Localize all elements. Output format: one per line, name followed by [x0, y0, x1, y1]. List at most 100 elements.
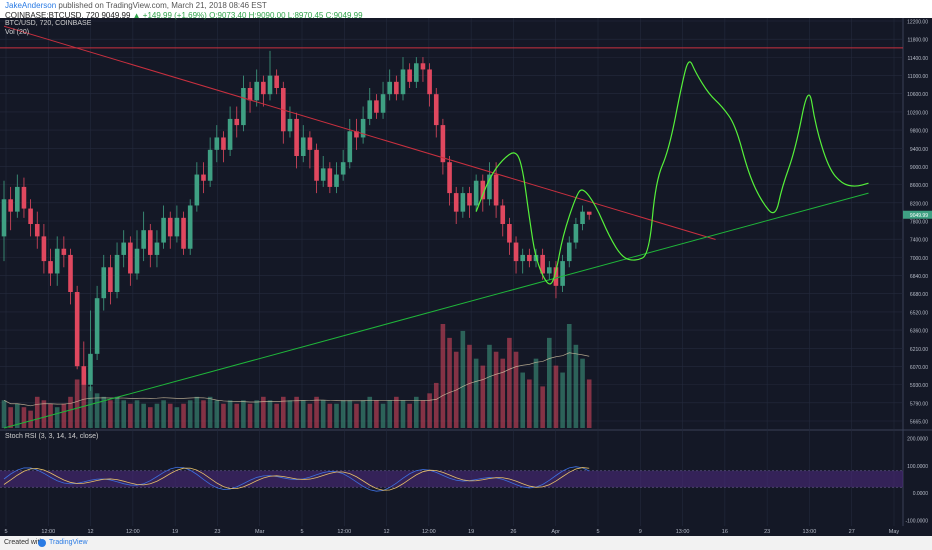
candle-body: [61, 248, 67, 255]
volume-bar: [367, 396, 373, 428]
red-trendline: [3, 25, 716, 240]
candle-body: [586, 211, 592, 215]
volume-bar: [500, 358, 506, 428]
candle-body: [181, 217, 186, 249]
volume-bar: [394, 396, 399, 428]
projection-curve: [475, 61, 869, 285]
candle-body: [493, 174, 499, 206]
volume-bar: [207, 396, 213, 428]
volume-bar: [88, 386, 93, 428]
volume-bar: [487, 344, 492, 428]
candle-body: [128, 242, 133, 274]
candle-body: [161, 217, 166, 243]
volume-bar: [380, 403, 386, 428]
volume-bar: [54, 407, 60, 428]
time-tick-label: 12:00: [422, 529, 436, 535]
price-tick-label: 11800.00: [908, 38, 929, 44]
volume-bar: [540, 386, 545, 428]
tradingview-brand-link[interactable]: TradingView: [49, 539, 88, 546]
candle-body: [214, 137, 220, 150]
candle-body: [28, 208, 33, 225]
candle-body: [247, 88, 253, 101]
time-tick-label: 12:00: [126, 529, 140, 535]
candle-body: [360, 118, 366, 138]
volume-bar: [553, 365, 559, 428]
candle-body: [307, 137, 313, 150]
candle-body: [108, 267, 113, 293]
candle-body: [320, 168, 326, 181]
volume-bar: [480, 365, 486, 428]
candle-body: [520, 254, 525, 262]
volume-bar: [314, 396, 319, 428]
volume-bar: [267, 400, 273, 428]
volume-bar: [68, 396, 73, 428]
candle-body: [347, 131, 353, 163]
volume-bar: [387, 400, 392, 428]
candle-body: [460, 193, 466, 212]
volume-bar: [227, 400, 233, 428]
candle-body: [507, 224, 512, 243]
candle-body: [334, 174, 339, 187]
volume-bar: [294, 396, 299, 428]
candle-body: [467, 193, 472, 206]
stoch-tick-label: -100.0000: [905, 519, 928, 525]
volume-bar: [201, 400, 206, 428]
volume-bar: [573, 344, 579, 428]
candle-body: [194, 174, 200, 206]
volume-bar: [21, 407, 27, 428]
candle-body: [54, 248, 60, 274]
candle-body: [81, 366, 87, 385]
price-tick-label: 5930.00: [910, 383, 928, 389]
candle-body: [387, 81, 392, 95]
time-tick-label: 12: [88, 529, 94, 535]
volume-bar: [214, 400, 220, 428]
volume-bar: [181, 403, 186, 428]
candle-body: [314, 149, 319, 181]
candle-body: [227, 118, 233, 150]
time-tick-label: Mar: [255, 529, 265, 535]
candle-body: [267, 75, 273, 95]
stoch-k-line: [3, 466, 590, 492]
volume-bar: [400, 400, 406, 428]
last-price-marker: [903, 210, 932, 219]
volume-bar: [340, 400, 346, 428]
candle-body: [41, 236, 47, 262]
stoch-tick-label: 100.0000: [907, 464, 928, 470]
volume-bar: [287, 400, 293, 428]
volume-bar: [254, 400, 259, 428]
candle-body: [254, 81, 259, 101]
price-tick-label: 6840.00: [910, 274, 928, 280]
last-price-label: 9049.99: [910, 213, 928, 219]
candle-body: [207, 149, 213, 181]
candle-body: [527, 254, 532, 262]
time-tick-label: 23: [214, 529, 220, 535]
price-tick-label: 6210.00: [910, 347, 928, 353]
price-tick-label: 6360.00: [910, 329, 928, 335]
volume-bar: [447, 337, 452, 428]
candle-body: [34, 224, 40, 237]
volume-bar: [527, 379, 532, 428]
price-tick-label: 9800.00: [910, 129, 928, 135]
volume-bar: [41, 400, 47, 428]
volume-ma-line: [3, 352, 590, 407]
volume-bar: [161, 400, 166, 428]
candle-body: [201, 174, 206, 181]
chart-background: [0, 18, 903, 526]
volume-bar: [174, 407, 180, 428]
candle-body: [68, 254, 73, 293]
author-link[interactable]: JakeAnderson: [5, 1, 57, 10]
pair-label: BTC/USD, 720, COINBASE: [5, 20, 92, 27]
stoch-tick-label: 0.0000: [913, 491, 929, 497]
volume-bar: [507, 337, 512, 428]
volume-bar: [580, 358, 585, 428]
price-tick-label: 9400.00: [910, 147, 928, 153]
candle-body: [540, 254, 545, 274]
candle-body: [8, 199, 13, 212]
time-tick-label: 12:00: [337, 529, 351, 535]
candle-body: [94, 298, 100, 354]
publisher-line: JakeAnderson published on TradingView.co…: [5, 1, 267, 11]
volume-label: Vol (20): [5, 29, 30, 36]
candle-body: [174, 217, 180, 237]
